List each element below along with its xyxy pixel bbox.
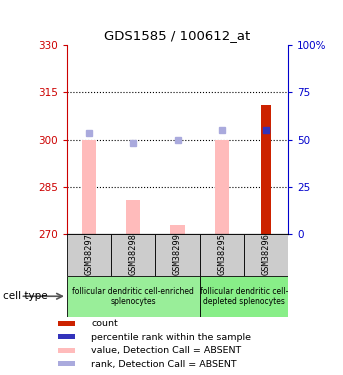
Text: GSM38298: GSM38298 <box>129 233 138 275</box>
Bar <box>244 234 288 276</box>
Text: rank, Detection Call = ABSENT: rank, Detection Call = ABSENT <box>92 360 237 369</box>
Bar <box>58 348 74 353</box>
Bar <box>155 234 200 276</box>
Text: cell type: cell type <box>3 291 48 301</box>
Bar <box>170 225 185 234</box>
Bar <box>215 140 229 234</box>
Bar <box>200 234 244 276</box>
Bar <box>67 234 111 276</box>
Bar <box>82 140 96 234</box>
Title: GDS1585 / 100612_at: GDS1585 / 100612_at <box>104 30 251 42</box>
Bar <box>126 200 140 234</box>
Text: percentile rank within the sample: percentile rank within the sample <box>92 333 251 342</box>
Bar <box>200 276 288 317</box>
Text: GSM38296: GSM38296 <box>261 233 271 275</box>
Text: follicular dendritic cell-enriched
splenocytes: follicular dendritic cell-enriched splen… <box>72 286 194 306</box>
Bar <box>58 321 74 326</box>
Text: GSM38295: GSM38295 <box>217 233 226 275</box>
Text: GSM38299: GSM38299 <box>173 233 182 275</box>
Bar <box>67 276 200 317</box>
Bar <box>111 234 155 276</box>
Bar <box>58 362 74 366</box>
Text: follicular dendritic cell-
depleted splenocytes: follicular dendritic cell- depleted sple… <box>200 286 288 306</box>
Bar <box>261 105 271 234</box>
Bar <box>58 334 74 339</box>
Text: GSM38297: GSM38297 <box>84 233 94 275</box>
Text: value, Detection Call = ABSENT: value, Detection Call = ABSENT <box>92 346 242 355</box>
Text: count: count <box>92 319 118 328</box>
